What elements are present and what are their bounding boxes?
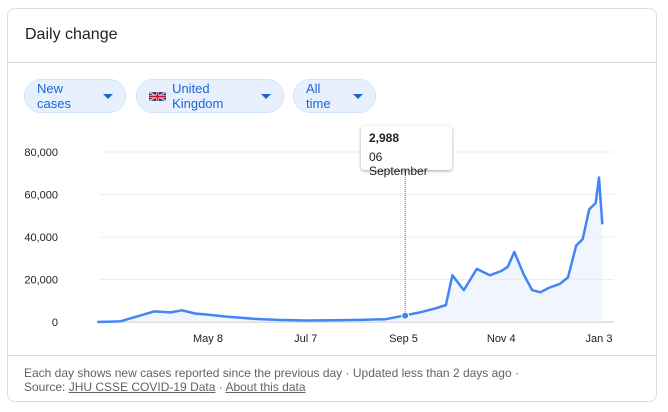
source-label: Source: (24, 380, 66, 394)
y-tick-label: 60,000 (24, 190, 58, 202)
tooltip-value: 2,988 (369, 131, 400, 145)
chart-footer: Each day shows new cases reported since … (24, 366, 519, 394)
x-tick-label: Nov 4 (487, 333, 516, 345)
x-tick-label: May 8 (193, 333, 223, 345)
card-title: Daily change (25, 26, 118, 43)
daily-change-chart[interactable]: 0 20,000 40,000 60,000 80,000 May 8 Jul 7 Sep 5… (8, 127, 658, 352)
metric-dropdown[interactable]: New cases (24, 79, 126, 113)
source-link[interactable]: JHU CSSE COVID-19 Data (68, 380, 216, 394)
footer-separator: · (218, 380, 223, 394)
x-tick-label: Sep 5 (389, 333, 418, 345)
y-tick-label: 80,000 (24, 147, 58, 159)
tooltip-date: 06 September (369, 150, 428, 178)
x-tick-label: Jul 7 (294, 333, 317, 345)
range-dropdown[interactable]: All time (293, 79, 376, 113)
hover-point (401, 311, 410, 320)
chevron-down-icon (353, 93, 363, 99)
series-area (97, 177, 603, 322)
footer-divider (8, 355, 656, 356)
about-data-link[interactable]: About this data (225, 380, 306, 394)
y-tick-label: 20,000 (24, 275, 58, 287)
y-tick-label: 0 (52, 317, 58, 329)
chart-tooltip: 2,988 06 September (361, 126, 452, 178)
uk-flag-icon (149, 90, 167, 102)
daily-change-card: Daily change New cases United Kingdom Al… (7, 8, 657, 402)
header-divider (8, 62, 656, 63)
region-dropdown-label: United Kingdom (172, 81, 224, 111)
footer-separator: · (345, 366, 350, 380)
footer-description: Each day shows new cases reported since … (24, 366, 343, 380)
region-dropdown[interactable]: United Kingdom (136, 79, 284, 113)
footer-updated: Updated less than 2 days ago (352, 366, 512, 380)
chevron-down-icon (261, 93, 271, 99)
footer-separator: · (515, 366, 519, 380)
range-dropdown-label: All time (306, 81, 331, 111)
series-line (97, 176, 604, 324)
chevron-down-icon (103, 93, 113, 99)
x-tick-label: Jan 3 (586, 333, 613, 345)
y-tick-label: 40,000 (24, 232, 58, 244)
metric-dropdown-label: New cases (37, 81, 71, 111)
